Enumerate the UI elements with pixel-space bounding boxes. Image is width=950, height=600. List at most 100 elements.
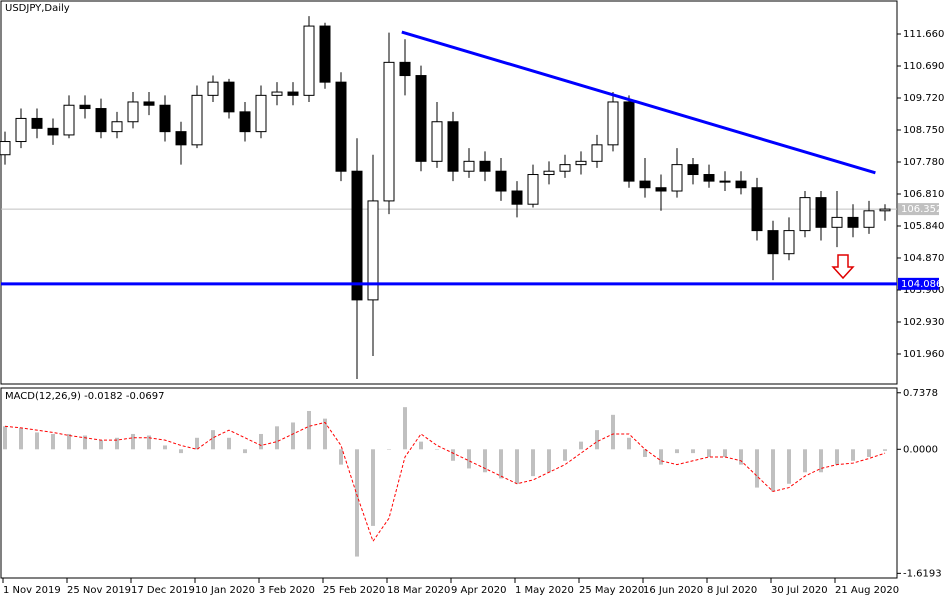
candle-body <box>319 25 331 83</box>
candle-body <box>383 61 395 202</box>
y-tick-label: 0.7378 <box>903 388 938 399</box>
candle-body <box>751 187 763 232</box>
candle-body <box>655 187 667 192</box>
y-tick-label: -1.6193 <box>903 568 942 579</box>
candle-body <box>463 160 475 172</box>
macd-bar <box>371 449 375 526</box>
macd-bar <box>163 445 167 450</box>
macd-bar <box>243 449 247 454</box>
macd-bar <box>867 449 871 457</box>
macd-bar <box>771 449 775 492</box>
macd-bar <box>307 410 311 450</box>
candle-body <box>95 108 107 133</box>
x-tick-label: 21 Aug 2020 <box>835 585 899 596</box>
macd-bar <box>3 426 7 450</box>
macd-bar <box>787 449 791 484</box>
trendline <box>401 30 876 175</box>
candle-body <box>559 164 571 172</box>
macd-bar <box>259 433 263 450</box>
y-tick-label: 104.870 <box>903 253 944 264</box>
candle-body <box>79 104 91 110</box>
candle-body <box>111 121 123 133</box>
y-tick-label: 103.900 <box>903 285 944 296</box>
macd-bar <box>515 449 519 484</box>
last-price-label: 106.352 <box>901 204 942 215</box>
candle-body <box>607 101 619 146</box>
candle-body <box>511 190 523 205</box>
macd-bar <box>819 449 823 473</box>
macd-bar <box>547 449 551 473</box>
x-tick-label: 9 Apr 2020 <box>451 585 506 596</box>
macd-bar <box>387 449 391 450</box>
macd-bar <box>851 449 855 461</box>
macd-bar <box>803 449 807 473</box>
candle-body <box>143 101 155 106</box>
down-arrow <box>831 254 855 280</box>
candle-body <box>703 174 715 182</box>
y-tick-label: 0.0000 <box>903 444 938 455</box>
macd-bar <box>499 449 503 479</box>
macd-bar <box>595 430 599 450</box>
last-price-box <box>898 203 939 216</box>
macd-bar <box>83 435 87 450</box>
candle-body <box>847 216 859 228</box>
candle-body <box>255 94 267 133</box>
candle-body <box>367 200 379 301</box>
candle-body <box>687 164 699 176</box>
macd-bar <box>179 449 183 454</box>
y-tick-label: 110.690 <box>903 61 944 72</box>
x-tick-label: 16 Jun 2020 <box>643 585 703 596</box>
y-tick-label: 106.810 <box>903 189 944 200</box>
candle-body <box>879 208 891 212</box>
candle-body <box>239 111 251 133</box>
macd-bar <box>451 449 455 461</box>
x-tick-label: 18 Mar 2020 <box>387 585 450 596</box>
candle-body <box>543 170 555 176</box>
macd-bar <box>403 407 407 450</box>
macd-bar <box>355 449 359 557</box>
macd-bar <box>323 418 327 450</box>
x-tick-label: 10 Jan 2020 <box>195 585 255 596</box>
candle-body <box>527 174 539 205</box>
y-tick-label: 111.660 <box>903 29 944 40</box>
candle-body <box>431 121 443 162</box>
candle-body <box>63 104 75 136</box>
macd-bar <box>291 422 295 450</box>
candle-body <box>47 127 59 136</box>
candle-body <box>191 94 203 146</box>
candle-body <box>623 101 635 182</box>
candle-body <box>767 230 779 255</box>
macd-bar <box>627 437 631 450</box>
macd-bar <box>195 437 199 450</box>
macd-bar <box>339 449 343 465</box>
x-tick-label: 25 Nov 2019 <box>67 585 131 596</box>
y-tick-label: 105.840 <box>903 221 944 232</box>
macd-bar <box>563 449 567 461</box>
candle-body <box>415 75 427 162</box>
candle-body <box>287 91 299 96</box>
x-tick-label: 3 Feb 2020 <box>259 585 315 596</box>
candle-body <box>735 180 747 189</box>
macd-bar <box>211 430 215 450</box>
macd-title: MACD(12,26,9) -0.0182 -0.0697 <box>5 391 165 402</box>
candle-body <box>0 141 11 156</box>
signal-line <box>4 421 886 543</box>
candle-body <box>799 197 811 232</box>
candle-body <box>399 61 411 77</box>
x-tick-label: 1 Nov 2019 <box>3 585 61 596</box>
candle-body <box>223 81 235 113</box>
macd-bar <box>147 435 151 450</box>
candle-body <box>719 180 731 183</box>
support-label: 104.086 <box>901 279 942 290</box>
macd-bar <box>131 433 135 450</box>
candle-body <box>15 117 27 143</box>
macd-panel <box>0 387 898 579</box>
support-box <box>898 277 939 290</box>
candle-body <box>303 25 315 96</box>
macd-bar <box>483 449 487 473</box>
x-tick-label: 25 May 2020 <box>579 585 644 596</box>
x-tick-label: 25 Feb 2020 <box>323 585 385 596</box>
price-panel <box>0 0 898 385</box>
macd-bar <box>659 449 663 465</box>
macd-bar <box>739 449 743 465</box>
